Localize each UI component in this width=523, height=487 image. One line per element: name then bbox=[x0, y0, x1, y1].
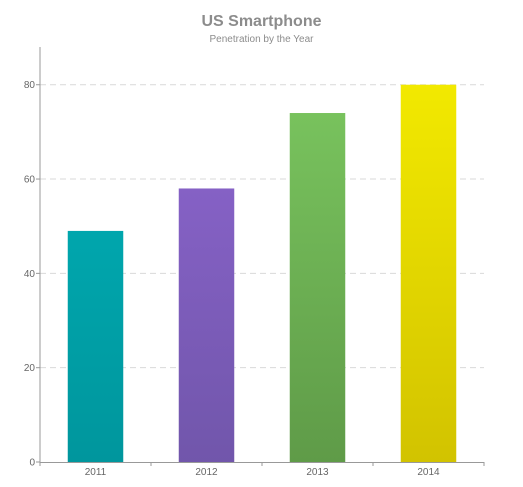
x-tick-label: 2012 bbox=[195, 467, 218, 478]
y-tick-label: 60 bbox=[24, 175, 36, 186]
x-tick-label: 2011 bbox=[85, 467, 107, 478]
chart-subtitle: Penetration by the Year bbox=[209, 34, 314, 45]
bar-2012[interactable] bbox=[178, 188, 235, 462]
y-tick-label: 80 bbox=[24, 80, 36, 91]
bar-2011[interactable] bbox=[67, 230, 124, 462]
y-tick-label: 40 bbox=[24, 269, 36, 280]
bar-2013[interactable] bbox=[289, 113, 346, 462]
y-tick-label: 20 bbox=[24, 363, 36, 374]
x-tick-label: 2013 bbox=[306, 467, 329, 478]
y-tick-label: 0 bbox=[29, 458, 35, 469]
axes bbox=[36, 47, 485, 466]
bar-2014[interactable] bbox=[400, 84, 457, 463]
x-tick-label: 2014 bbox=[417, 467, 440, 478]
chart-title: US Smartphone bbox=[201, 13, 322, 30]
tick-labels: 0 20 40 60 80 2011 2012 2013 2014 bbox=[24, 80, 440, 478]
bars bbox=[67, 84, 457, 463]
